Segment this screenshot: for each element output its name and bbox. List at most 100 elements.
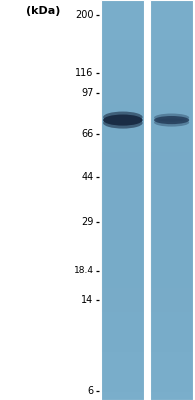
Bar	[150, 264, 193, 272]
Bar	[150, 232, 193, 240]
Bar	[101, 240, 144, 248]
Bar	[101, 208, 144, 216]
Bar	[150, 168, 193, 176]
Bar	[101, 112, 144, 120]
Bar	[101, 56, 144, 64]
Bar	[101, 32, 144, 40]
Bar	[101, 328, 144, 336]
Bar	[101, 80, 144, 88]
Bar	[150, 256, 193, 264]
Bar	[101, 120, 144, 128]
Text: MW: MW	[31, 0, 55, 1]
Bar	[101, 224, 144, 232]
Bar	[150, 144, 193, 152]
Bar	[150, 224, 193, 232]
Bar	[150, 128, 193, 136]
Bar	[150, 176, 193, 184]
Bar	[150, 0, 193, 8]
Bar	[150, 360, 193, 368]
Bar	[101, 336, 144, 344]
Bar	[150, 40, 193, 48]
Bar	[101, 96, 144, 104]
Bar	[101, 88, 144, 96]
Bar	[150, 352, 193, 360]
Bar	[101, 0, 144, 8]
Ellipse shape	[103, 112, 143, 123]
Bar	[150, 320, 193, 328]
Bar	[150, 280, 193, 288]
Bar	[101, 152, 144, 160]
Text: 14: 14	[81, 295, 94, 305]
Bar	[101, 320, 144, 328]
Bar	[101, 376, 144, 384]
Text: 6: 6	[88, 386, 94, 396]
Bar	[150, 272, 193, 280]
Bar	[101, 8, 144, 16]
Bar	[150, 304, 193, 312]
Bar	[150, 328, 193, 336]
Bar	[101, 168, 144, 176]
Bar	[101, 184, 144, 192]
Bar	[101, 24, 144, 32]
Bar	[101, 272, 144, 280]
Bar	[150, 104, 193, 112]
Bar	[150, 24, 193, 32]
Bar	[101, 72, 144, 80]
Bar	[101, 304, 144, 312]
Bar	[150, 112, 193, 120]
Bar	[150, 96, 193, 104]
Bar	[150, 88, 193, 96]
Bar	[101, 200, 144, 208]
Bar	[150, 376, 193, 384]
Bar	[101, 280, 144, 288]
Bar	[150, 16, 193, 24]
Bar	[150, 8, 193, 16]
Bar	[150, 64, 193, 72]
Bar	[150, 312, 193, 320]
Bar	[101, 176, 144, 184]
Ellipse shape	[103, 114, 143, 126]
Text: 18.4: 18.4	[74, 266, 94, 275]
Bar	[150, 200, 193, 208]
Bar	[150, 384, 193, 392]
Bar	[101, 344, 144, 352]
Bar	[101, 0, 144, 400]
Bar	[101, 40, 144, 48]
Bar	[150, 248, 193, 256]
Bar	[150, 48, 193, 56]
Bar	[150, 120, 193, 128]
Bar	[101, 128, 144, 136]
Bar	[101, 352, 144, 360]
Bar	[150, 240, 193, 248]
Ellipse shape	[154, 116, 189, 124]
Bar	[101, 288, 144, 296]
Bar	[101, 384, 144, 392]
Bar	[150, 216, 193, 224]
Bar	[150, 160, 193, 168]
Bar	[150, 392, 193, 400]
Bar	[101, 232, 144, 240]
Bar	[101, 256, 144, 264]
Bar	[101, 360, 144, 368]
Ellipse shape	[154, 114, 189, 122]
Bar	[150, 208, 193, 216]
Bar	[150, 0, 193, 400]
Bar	[150, 184, 193, 192]
Text: 200: 200	[75, 10, 94, 20]
Bar	[101, 392, 144, 400]
Bar	[150, 136, 193, 144]
Ellipse shape	[154, 118, 189, 127]
Bar	[150, 296, 193, 304]
Text: 44: 44	[81, 172, 94, 182]
Bar	[150, 72, 193, 80]
Bar	[150, 32, 193, 40]
Bar	[101, 248, 144, 256]
Bar	[101, 16, 144, 24]
Bar	[101, 136, 144, 144]
Bar	[150, 80, 193, 88]
Text: 97: 97	[81, 88, 94, 98]
Bar	[101, 64, 144, 72]
Bar	[101, 264, 144, 272]
Bar	[101, 368, 144, 376]
Bar	[101, 312, 144, 320]
